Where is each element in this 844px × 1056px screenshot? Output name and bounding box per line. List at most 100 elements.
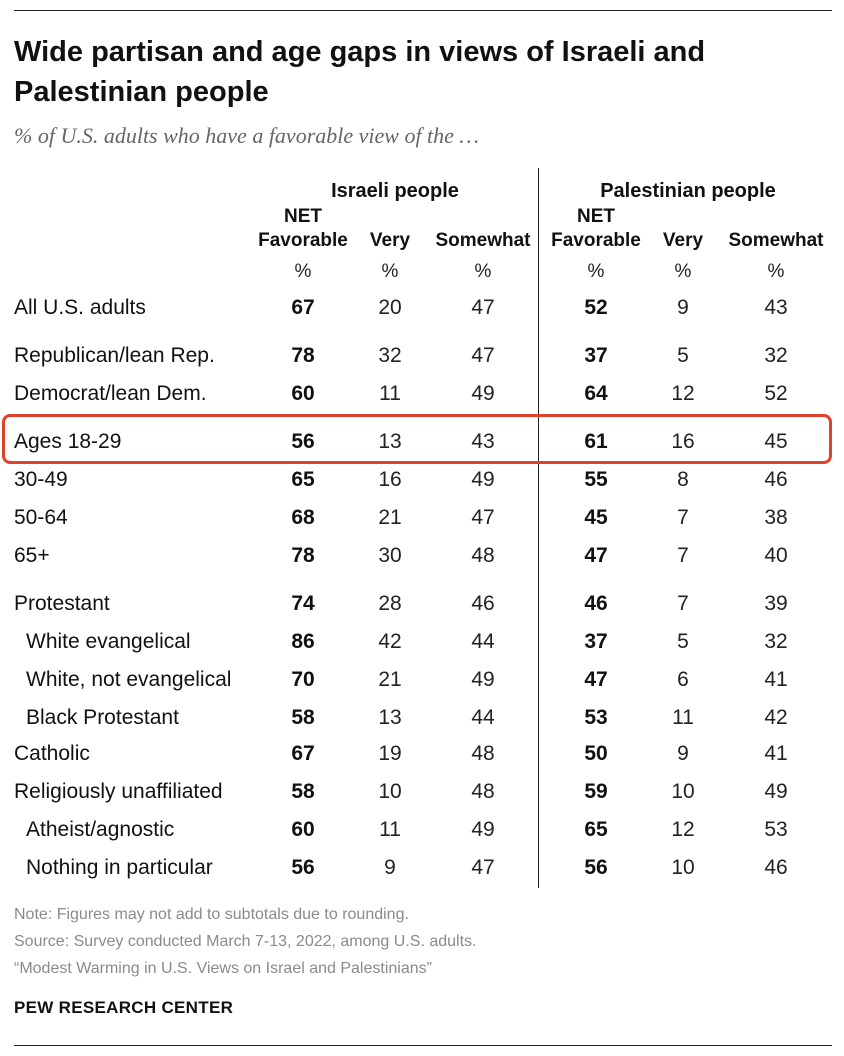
cell-palestinian-somewhat: 38	[764, 506, 788, 529]
cell-palestinian-net-favorable: 52	[584, 296, 608, 319]
cell-israeli-net-favorable: 78	[291, 344, 315, 367]
cell-israeli-somewhat: 49	[471, 382, 495, 405]
cell-israeli-very: 21	[378, 668, 402, 691]
group-header-israeli: Israeli people	[331, 180, 459, 202]
cell-israeli-net-favorable: 58	[291, 706, 315, 729]
cell-palestinian-very: 12	[671, 382, 695, 405]
column-header-israeli-very: Very	[330, 205, 450, 253]
cell-palestinian-somewhat: 41	[764, 742, 788, 765]
cell-palestinian-very: 9	[677, 296, 689, 319]
column-header-line2: Favorable	[551, 230, 641, 251]
group-header-palestinian: Palestinian people	[600, 180, 776, 202]
cell-israeli-somewhat: 47	[471, 506, 495, 529]
cell-israeli-somewhat: 47	[471, 296, 495, 319]
row-label: All U.S. adults	[14, 296, 146, 319]
cell-palestinian-very: 11	[672, 706, 694, 729]
cell-israeli-very: 30	[378, 544, 402, 567]
row-label: Democrat/lean Dem.	[14, 382, 207, 405]
cell-israeli-somewhat: 48	[471, 780, 495, 803]
cell-palestinian-net-favorable: 55	[584, 468, 608, 491]
cell-israeli-very: 13	[378, 706, 402, 729]
brand-logo-text: PEW RESEARCH CENTER	[14, 998, 234, 1017]
row-label: Atheist/agnostic	[26, 818, 175, 841]
cell-palestinian-very: 7	[677, 592, 689, 615]
report-text: “Modest Warming in U.S. Views on Israel …	[14, 960, 432, 977]
cell-israeli-very: 21	[378, 506, 402, 529]
cell-israeli-somewhat: 48	[471, 544, 495, 567]
source-text: Source: Survey conducted March 7-13, 202…	[14, 933, 477, 950]
cell-palestinian-very: 10	[671, 856, 695, 879]
cell-palestinian-very: 8	[677, 468, 689, 491]
cell-israeli-somewhat: 44	[471, 630, 495, 653]
cell-palestinian-very: 5	[677, 344, 689, 367]
cell-israeli-very: 19	[378, 742, 402, 765]
cell-israeli-very: 10	[378, 780, 402, 803]
cell-israeli-net-favorable: 56	[291, 856, 315, 879]
column-header-line2: Somewhat	[728, 230, 824, 251]
cell-palestinian-net-favorable: 45	[584, 506, 608, 529]
row-label: Nothing in particular	[26, 856, 213, 879]
column-header-line2: Somewhat	[435, 230, 531, 251]
cell-palestinian-very: 16	[671, 430, 695, 453]
cell-israeli-very: 11	[379, 382, 401, 405]
cell-palestinian-somewhat: 42	[764, 706, 788, 729]
cell-israeli-very: 32	[378, 344, 402, 367]
row-label: 30-49	[14, 468, 68, 491]
cell-israeli-very: 28	[378, 592, 402, 615]
cell-israeli-very: 11	[379, 818, 401, 841]
unit-label-palestinian-somewhat: %	[767, 261, 785, 282]
cell-israeli-somewhat: 46	[471, 592, 495, 615]
cell-palestinian-very: 9	[677, 742, 689, 765]
column-header-line1: NET	[284, 206, 322, 227]
note-text: Note: Figures may not add to subtotals d…	[14, 906, 409, 923]
cell-israeli-net-favorable: 70	[291, 668, 315, 691]
unit-label-palestinian-net-favorable: %	[587, 261, 605, 282]
row-label: Republican/lean Rep.	[14, 344, 215, 367]
row-label: Catholic	[14, 742, 90, 765]
cell-palestinian-net-favorable: 64	[584, 382, 608, 405]
cell-palestinian-somewhat: 32	[764, 630, 788, 653]
cell-palestinian-somewhat: 40	[764, 544, 788, 567]
column-header-israeli-somewhat: Somewhat	[423, 205, 543, 253]
column-header-palestinian-very: Very	[623, 205, 743, 253]
cell-israeli-somewhat: 49	[471, 668, 495, 691]
cell-israeli-net-favorable: 68	[291, 506, 315, 529]
cell-israeli-net-favorable: 60	[291, 818, 315, 841]
cell-palestinian-net-favorable: 46	[584, 592, 608, 615]
cell-palestinian-very: 5	[677, 630, 689, 653]
row-label: Ages 18-29	[14, 430, 122, 453]
unit-label-palestinian-very: %	[674, 261, 692, 282]
cell-israeli-somewhat: 44	[471, 706, 495, 729]
column-header-israeli-net-favorable: NET Favorable	[243, 205, 363, 253]
cell-israeli-somewhat: 43	[471, 430, 495, 453]
cell-israeli-very: 16	[378, 468, 402, 491]
chart-subtitle: % of U.S. adults who have a favorable vi…	[14, 123, 479, 148]
cell-israeli-somewhat: 47	[471, 856, 495, 879]
row-label: 65+	[14, 544, 50, 567]
cell-israeli-net-favorable: 60	[291, 382, 315, 405]
cell-palestinian-somewhat: 49	[764, 780, 788, 803]
column-header-line2: Very	[662, 230, 704, 251]
unit-label-israeli-somewhat: %	[474, 261, 492, 282]
cell-palestinian-net-favorable: 47	[584, 668, 608, 691]
column-header-palestinian-somewhat: Somewhat	[716, 205, 836, 253]
cell-israeli-net-favorable: 58	[291, 780, 315, 803]
cell-palestinian-net-favorable: 37	[584, 630, 608, 653]
cell-israeli-very: 9	[384, 856, 396, 879]
cell-israeli-somewhat: 47	[471, 344, 495, 367]
top-rule	[14, 10, 832, 11]
bottom-rule	[14, 1045, 832, 1046]
row-label: White evangelical	[26, 630, 191, 653]
cell-palestinian-very: 7	[677, 506, 689, 529]
cell-palestinian-net-favorable: 53	[584, 706, 608, 729]
cell-israeli-net-favorable: 67	[291, 742, 315, 765]
cell-palestinian-somewhat: 45	[764, 430, 788, 453]
cell-palestinian-somewhat: 43	[764, 296, 788, 319]
cell-palestinian-very: 7	[677, 544, 689, 567]
cell-palestinian-very: 10	[671, 780, 695, 803]
cell-palestinian-somewhat: 46	[764, 468, 788, 491]
cell-palestinian-net-favorable: 50	[584, 742, 608, 765]
cell-palestinian-net-favorable: 65	[584, 818, 608, 841]
cell-palestinian-somewhat: 46	[764, 856, 788, 879]
cell-palestinian-net-favorable: 47	[584, 544, 608, 567]
